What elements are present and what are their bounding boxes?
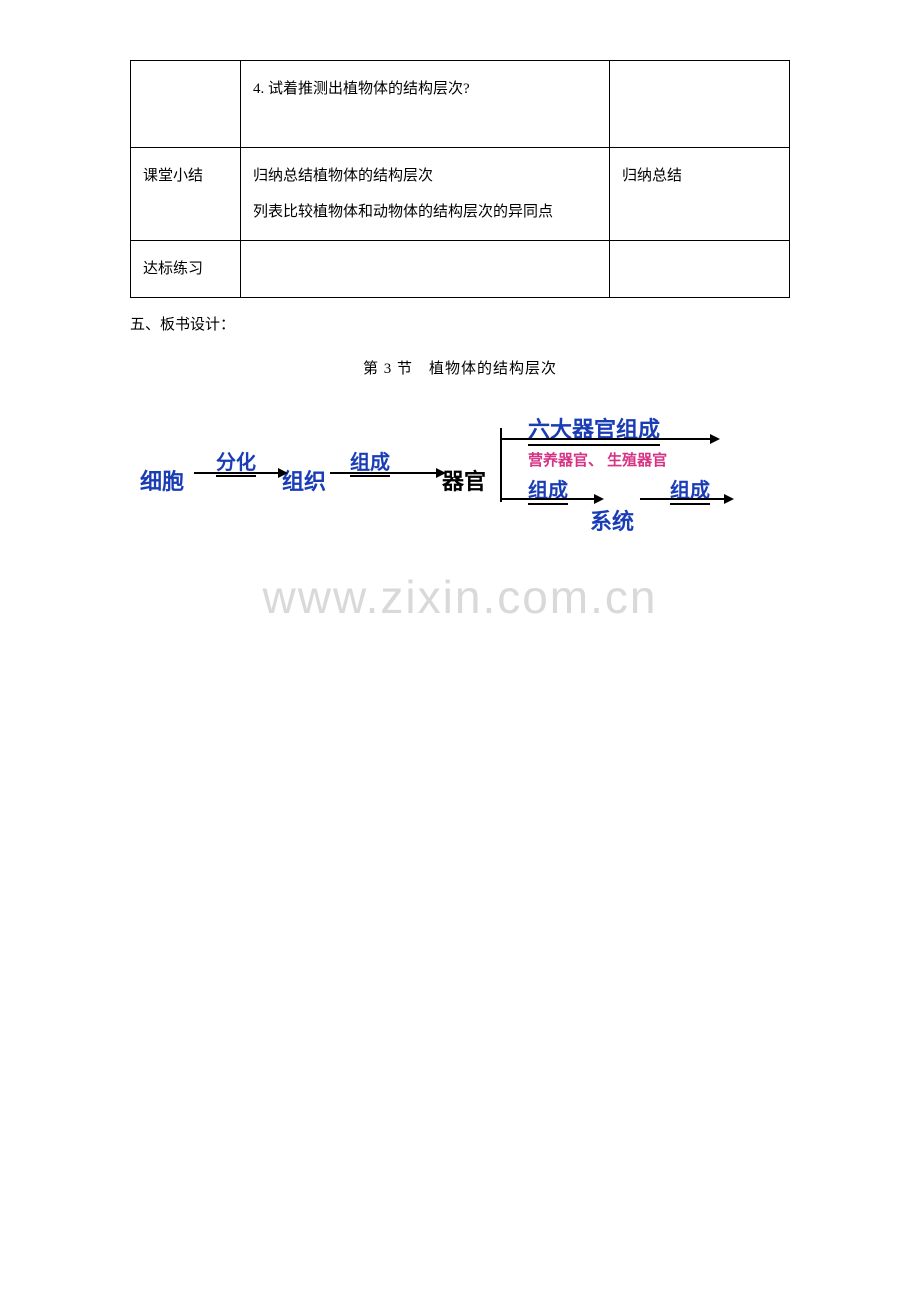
table-cell: 4. 试着推测出植物体的结构层次? bbox=[241, 61, 610, 148]
arrow-head-icon bbox=[594, 494, 604, 504]
arrow-line bbox=[640, 498, 726, 500]
table-cell bbox=[610, 241, 790, 298]
diagram-subtitle: 第 3 节 植物体的结构层次 bbox=[130, 357, 790, 378]
arrow-line bbox=[330, 472, 438, 474]
node-comp2: 组成 bbox=[528, 474, 568, 505]
watermark-text: www.zixin.com.cn bbox=[0, 570, 920, 624]
table-cell bbox=[241, 241, 610, 298]
connector-line bbox=[500, 498, 512, 500]
table-row: 达标练习 bbox=[131, 241, 790, 298]
table-cell bbox=[610, 61, 790, 148]
structure-flowchart: 细胞分化组织组成器官六大器官组成营养器官、 生殖器官组成组成系统 bbox=[130, 406, 790, 556]
table-row: 4. 试着推测出植物体的结构层次? bbox=[131, 61, 790, 148]
node-system: 系统 bbox=[590, 504, 634, 536]
node-tissue: 组织 bbox=[282, 464, 326, 496]
lesson-table: 4. 试着推测出植物体的结构层次? 课堂小结 归纳总结植物体的结构层次列表比较植… bbox=[130, 60, 790, 298]
arrow-head-icon bbox=[278, 468, 288, 478]
table-row: 课堂小结 归纳总结植物体的结构层次列表比较植物体和动物体的结构层次的异同点 归纳… bbox=[131, 148, 790, 241]
node-six: 六大器官组成 bbox=[528, 412, 660, 446]
node-organ: 器官 bbox=[442, 464, 486, 496]
connector-line bbox=[500, 438, 512, 440]
arrow-head-icon bbox=[724, 494, 734, 504]
table-cell: 归纳总结植物体的结构层次列表比较植物体和动物体的结构层次的异同点 bbox=[241, 148, 610, 241]
table-cell: 归纳总结 bbox=[610, 148, 790, 241]
table-cell: 达标练习 bbox=[131, 241, 241, 298]
arrow-head-icon bbox=[710, 434, 720, 444]
table-cell: 课堂小结 bbox=[131, 148, 241, 241]
arrow-line bbox=[512, 498, 596, 500]
table-cell bbox=[131, 61, 241, 148]
node-comp3: 组成 bbox=[670, 474, 710, 505]
node-cell: 细胞 bbox=[140, 464, 184, 496]
section-title: 五、板书设计： bbox=[130, 312, 790, 339]
node-nutri: 营养器官、 生殖器官 bbox=[528, 449, 667, 470]
arrow-line bbox=[512, 438, 712, 440]
arrow-head-icon bbox=[436, 468, 446, 478]
arrow-line bbox=[194, 472, 280, 474]
